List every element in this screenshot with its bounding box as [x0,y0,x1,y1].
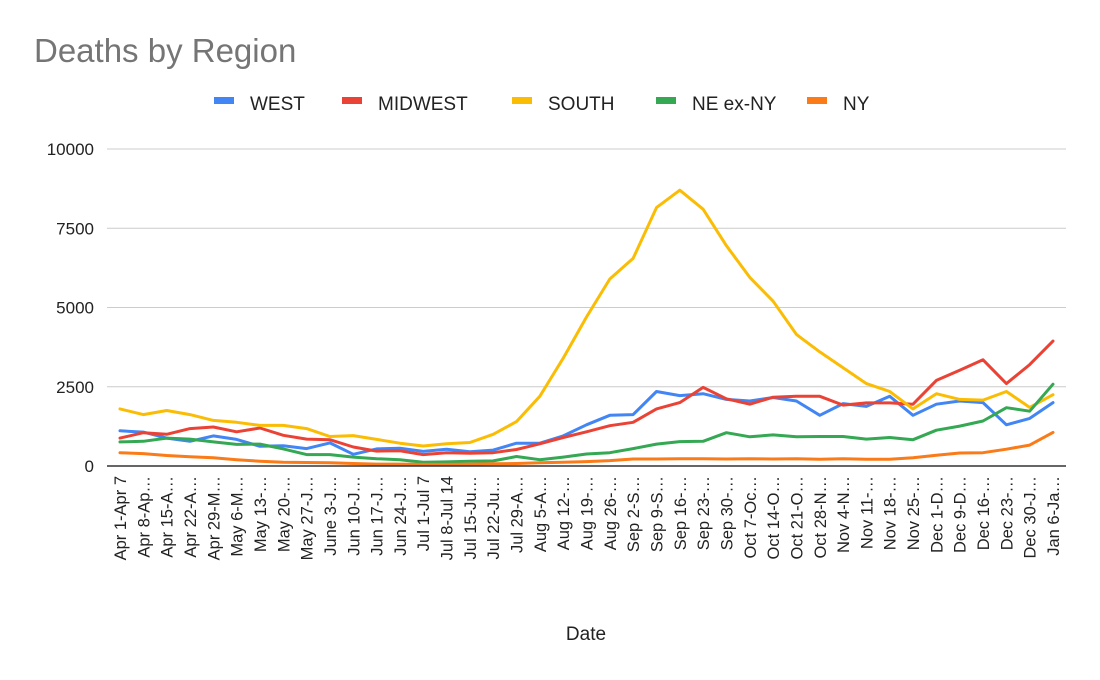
series-line-ny [118,430,1055,466]
y-tick-label: 0 [85,457,94,476]
x-tick-label: Jul 29-A… [509,476,527,553]
x-tick-label: Jul 15-Ju… [462,476,480,559]
x-tick-label: Jul 1-Jul 7 [415,476,433,551]
legend-swatch-midwest [342,97,362,104]
x-tick-label: May 13-… [252,476,270,552]
x-tick-label: Apr 29-M… [205,476,223,560]
x-tick-label: Nov 25-… [905,476,923,550]
legend-swatch-ny [807,97,827,104]
series-lines [118,188,1055,466]
x-tick-label: Jul 8-Jul 14 [439,476,457,560]
x-tick-label: Dec 30-J… [1022,476,1040,559]
y-axis-ticks: 0 2500 5000 7500 10000 [47,140,94,476]
legend-swatch-south [512,97,532,104]
x-tick-label: Aug 19-… [579,476,597,550]
y-tick-label: 2500 [56,378,94,397]
gridlines [107,148,1066,388]
x-tick-label: Dec 23-… [998,476,1016,550]
legend: WEST MIDWEST SOUTH NE ex-NY NY [214,94,870,115]
x-tick-label: Jan 6-Ja… [1045,476,1063,556]
legend-label-south: SOUTH [548,94,615,115]
legend-label-ne-ex-ny: NE ex-NY [692,94,777,115]
x-tick-label: Nov 4-N… [835,476,853,553]
x-tick-label: Sep 30-… [718,476,736,550]
x-tick-label: Oct 28-N… [812,476,830,559]
x-tick-label: Jun 17-J… [369,476,387,556]
chart-title: Deaths by Region [34,32,296,69]
x-tick-label: Sep 9-S… [648,476,666,552]
legend-label-ny: NY [843,94,870,115]
x-tick-label: Apr 22-A… [182,476,200,558]
series-line-midwest [118,339,1055,457]
x-tick-label: May 20-… [275,476,293,552]
x-tick-label: Sep 23-… [695,476,713,550]
x-tick-label: Jun 24-J… [392,476,410,556]
legend-label-midwest: MIDWEST [378,94,468,115]
x-tick-label: Sep 2-S… [625,476,643,552]
x-tick-label: Jun 10-J… [345,476,363,556]
x-tick-label: Aug 26-… [602,476,620,550]
x-tick-label: Apr 15-A… [159,476,177,558]
x-tick-label: May 6-M… [229,476,247,557]
x-tick-label: Oct 21-O… [788,476,806,559]
x-tick-label: Oct 14-O… [765,476,783,559]
x-tick-label: May 27-J… [299,476,317,560]
x-axis-ticks: Apr 1-Apr 7 Apr 8-Ap… Apr 15-A… Apr 22-A… Ap… [112,476,1063,560]
x-tick-label: Apr 1-Apr 7 [112,476,130,560]
y-tick-label: 5000 [56,299,94,318]
x-tick-label: Nov 11-… [858,476,876,549]
x-tick-label: Nov 18-… [882,476,900,550]
x-tick-label: Aug 5-A… [532,476,550,552]
y-tick-label: 7500 [56,219,94,238]
series-line-ne-ex-ny [118,382,1055,464]
x-tick-label: Sep 16-… [672,476,690,550]
y-tick-label: 10000 [47,140,94,159]
x-axis-label: Date [566,624,606,645]
series-line-south [118,188,1055,448]
x-tick-label: Jul 22-Ju… [485,476,503,559]
x-tick-label: Dec 1-D… [928,476,946,553]
x-tick-label: Dec 16-… [975,476,993,550]
legend-label-west: WEST [250,94,305,115]
x-tick-label: June 3-J… [322,476,340,556]
x-tick-label: Aug 12-… [555,476,573,550]
x-tick-label: Apr 8-Ap… [135,476,153,558]
x-tick-label: Dec 9-D… [952,476,970,553]
legend-swatch-ne-ex-ny [656,97,676,104]
legend-swatch-west [214,97,234,104]
x-tick-label: Oct 7-Oc… [742,476,760,559]
